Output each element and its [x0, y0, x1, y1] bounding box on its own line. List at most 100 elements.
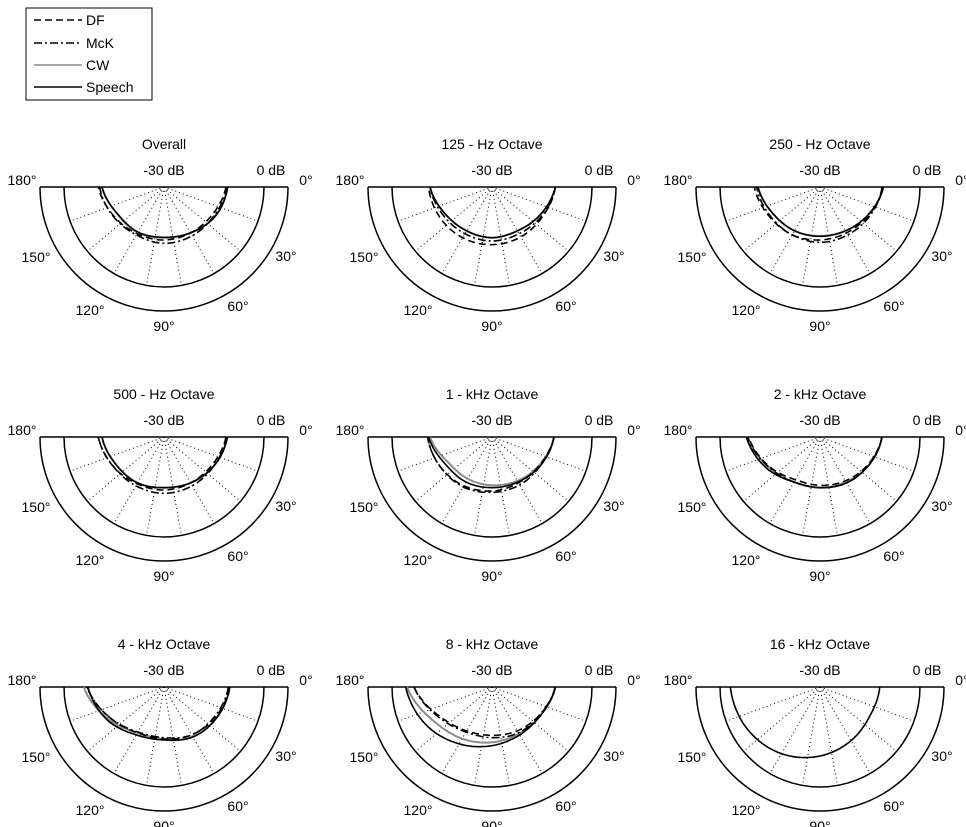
radial-gridline [491, 186, 587, 222]
angle-tick-label: 120° [76, 552, 105, 568]
outer-ring [367, 186, 617, 312]
radial-gridline [87, 436, 165, 502]
radial-gridline [819, 436, 915, 472]
polar-panels: Overall -30 dB 0 dB 0° 30° 60° 90° 120° 150° 180°… [8, 136, 966, 827]
angle-tick-label: 60° [555, 548, 576, 564]
inner-ring-label: -30 dB [143, 412, 184, 428]
series-line-speech [404, 686, 557, 748]
radial-gridline [113, 686, 165, 774]
radial-gridline [491, 686, 510, 786]
angle-tick-label: 60° [227, 798, 248, 814]
inner-ring-label: -30 dB [143, 162, 184, 178]
zero-db-ring [719, 686, 921, 788]
angle-tick-label: 30° [603, 498, 624, 514]
panel-title: 2 - kHz Octave [774, 386, 867, 402]
series-line-mck [86, 686, 230, 739]
inner-ring-label: -30 dB [799, 662, 840, 678]
legend: DF McK CW Speech [25, 7, 153, 101]
radial-gridline [69, 186, 165, 222]
series-line-df [86, 686, 231, 740]
radial-gridline [491, 686, 587, 722]
radial-gridline [491, 436, 569, 502]
angle-tick-label: 120° [732, 802, 761, 818]
outer-ring [695, 686, 945, 812]
angle-tick-label: 180° [8, 422, 37, 438]
angle-tick-label: 150° [678, 499, 707, 515]
angle-tick-label: 120° [76, 802, 105, 818]
radial-gridline [415, 436, 493, 502]
radial-gridline [415, 686, 493, 752]
angle-tick-label: 0° [955, 672, 966, 688]
polar-panel: 8 - kHz Octave -30 dB 0 dB 0° 30° 60° 90° 120° 1… [336, 636, 641, 827]
angle-tick-label: 0° [955, 422, 966, 438]
series-line-speech [101, 436, 229, 489]
radial-gridline [491, 436, 510, 536]
outer-ring [367, 686, 617, 812]
series-line-cw [429, 436, 555, 487]
radial-gridline [69, 686, 165, 722]
panel-title: 125 - Hz Octave [441, 136, 542, 152]
polar-panel: 500 - Hz Octave -30 dB 0 dB 0° 30° 60° 90° 120°… [8, 386, 313, 584]
legend-label-df: DF [86, 12, 105, 28]
radial-gridline [163, 686, 215, 774]
radial-gridline [474, 686, 493, 786]
radial-gridline [163, 436, 241, 502]
angle-tick-label: 30° [931, 498, 952, 514]
angle-tick-label: 180° [664, 422, 693, 438]
radial-gridline [725, 186, 821, 222]
radial-gridline [87, 186, 165, 252]
radial-gridline [441, 436, 493, 524]
polar-panel: 125 - Hz Octave -30 dB 0 dB 0° 30° 60° 90° 120°… [336, 136, 641, 334]
angle-tick-label: 0° [299, 172, 312, 188]
outer-ring [695, 436, 945, 562]
radial-gridline [163, 186, 182, 286]
radial-gridline [113, 186, 165, 274]
angle-tick-label: 120° [404, 802, 433, 818]
series-line-speech [87, 686, 231, 742]
angle-tick-label: 180° [336, 672, 365, 688]
series-line-speech [101, 186, 229, 239]
series-line-cw [429, 186, 557, 239]
series-line-cw [406, 686, 557, 744]
radial-gridline [146, 436, 165, 536]
angle-tick-label: 120° [404, 302, 433, 318]
polar-panel: Overall -30 dB 0 dB 0° 30° 60° 90° 120° 150° 180° [8, 136, 313, 334]
radial-gridline [474, 186, 493, 286]
panel-title: 500 - Hz Octave [113, 386, 214, 402]
angle-tick-label: 30° [931, 748, 952, 764]
outer-ring-label: 0 dB [257, 162, 286, 178]
outer-ring-label: 0 dB [585, 412, 614, 428]
angle-tick-label: 90° [809, 568, 830, 584]
legend-box [25, 7, 153, 101]
radial-gridline [769, 186, 821, 274]
series-line-df [753, 186, 885, 241]
radial-gridline [819, 686, 897, 752]
panel-title: 16 - kHz Octave [770, 636, 871, 652]
series-line-cw [757, 186, 885, 237]
series-line-speech [757, 186, 885, 238]
radial-gridline [163, 686, 259, 722]
outer-ring-label: 0 dB [585, 662, 614, 678]
angle-tick-label: 60° [227, 548, 248, 564]
outer-ring-label: 0 dB [257, 662, 286, 678]
angle-tick-label: 30° [275, 498, 296, 514]
radial-gridline [397, 436, 493, 472]
angle-tick-label: 90° [153, 318, 174, 334]
zero-db-ring [391, 686, 593, 788]
angle-tick-label: 180° [336, 172, 365, 188]
radial-gridline [491, 686, 543, 774]
angle-tick-label: 60° [555, 798, 576, 814]
radial-gridline [163, 186, 259, 222]
angle-tick-label: 0° [955, 172, 966, 188]
radial-gridline [163, 686, 241, 752]
angle-tick-label: 150° [22, 749, 51, 765]
angle-tick-label: 60° [883, 298, 904, 314]
radial-gridline [802, 686, 821, 786]
radial-gridline [491, 436, 543, 524]
radial-gridline [69, 436, 165, 472]
angle-tick-label: 90° [153, 818, 174, 827]
radial-gridline [819, 686, 915, 722]
series-line-speech [427, 436, 555, 489]
angle-tick-label: 60° [227, 298, 248, 314]
angle-tick-label: 30° [275, 248, 296, 264]
